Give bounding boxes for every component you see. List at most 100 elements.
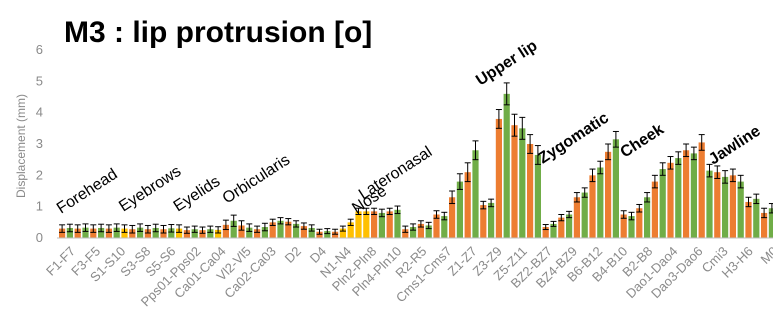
bar bbox=[706, 170, 713, 238]
bar bbox=[761, 212, 768, 238]
bar bbox=[230, 220, 237, 238]
bar bbox=[527, 144, 534, 238]
bar bbox=[261, 227, 268, 238]
bar bbox=[66, 227, 73, 238]
bar bbox=[254, 229, 261, 238]
bar bbox=[503, 93, 510, 238]
bar bbox=[449, 197, 456, 238]
bar bbox=[129, 229, 136, 238]
bar bbox=[472, 150, 479, 238]
bar bbox=[183, 230, 190, 238]
bar bbox=[300, 226, 307, 238]
bar bbox=[371, 211, 378, 238]
bar bbox=[277, 220, 284, 238]
y-tick-label: 4 bbox=[36, 105, 43, 120]
bar bbox=[464, 172, 471, 238]
bar bbox=[534, 154, 541, 238]
bar bbox=[246, 227, 253, 238]
bar bbox=[768, 208, 773, 238]
bar bbox=[612, 139, 619, 238]
bar bbox=[737, 181, 744, 238]
region-label: Cheek bbox=[618, 121, 668, 161]
bar bbox=[753, 198, 760, 238]
bar bbox=[168, 228, 175, 238]
bar bbox=[105, 228, 112, 238]
bar bbox=[82, 227, 89, 238]
region-label: Upper lip bbox=[473, 37, 541, 89]
bar bbox=[519, 128, 526, 238]
y-tick-label: 0 bbox=[36, 230, 43, 245]
bar bbox=[324, 231, 331, 238]
bar bbox=[74, 228, 81, 238]
bar bbox=[573, 197, 580, 238]
chart-title: M3 : lip protrusion [o] bbox=[64, 16, 372, 49]
region-label: Orbicularis bbox=[220, 151, 293, 207]
bar bbox=[386, 211, 393, 238]
x-tick-label: M0 bbox=[758, 244, 773, 267]
bar bbox=[59, 228, 66, 238]
bar bbox=[698, 142, 705, 238]
bar bbox=[417, 223, 424, 238]
bar bbox=[410, 227, 417, 238]
bar bbox=[160, 229, 167, 238]
bar bbox=[722, 176, 729, 238]
y-tick-label: 3 bbox=[36, 136, 43, 151]
bar bbox=[667, 162, 674, 238]
bar bbox=[176, 228, 183, 238]
bar bbox=[480, 205, 487, 238]
bar bbox=[199, 230, 206, 238]
bar bbox=[90, 228, 97, 238]
bar bbox=[285, 221, 292, 238]
bar bbox=[332, 231, 339, 238]
x-ticks: F1-F7F3-F5S1-S10S3-S8S5-S6Pps01-Pps02Ca0… bbox=[43, 244, 773, 310]
y-tick-label: 6 bbox=[36, 42, 43, 57]
bar bbox=[137, 227, 144, 238]
bar bbox=[581, 192, 588, 238]
bar bbox=[441, 216, 448, 238]
bar bbox=[729, 175, 736, 238]
bar bbox=[152, 227, 159, 238]
y-tick-label: 5 bbox=[36, 73, 43, 88]
y-tick-label: 1 bbox=[36, 199, 43, 214]
bar bbox=[339, 228, 346, 238]
region-label: Forehead bbox=[54, 166, 121, 218]
bar bbox=[675, 158, 682, 238]
y-ticks: 0 1 2 3 4 5 6 bbox=[36, 42, 43, 245]
bar bbox=[215, 229, 222, 238]
bar bbox=[636, 208, 643, 238]
bar bbox=[644, 197, 651, 238]
bar bbox=[542, 227, 549, 238]
bars bbox=[59, 82, 773, 238]
bar bbox=[363, 211, 370, 238]
region-label: Jawline bbox=[706, 123, 764, 169]
region-label: Zygomatic bbox=[536, 109, 612, 167]
bar bbox=[488, 202, 495, 238]
bar bbox=[293, 223, 300, 238]
bar bbox=[347, 222, 354, 238]
bar bbox=[550, 223, 557, 238]
bar bbox=[690, 153, 697, 238]
bar bbox=[745, 201, 752, 238]
bar bbox=[207, 229, 214, 238]
y-axis-label: Displacement (mm) bbox=[14, 94, 28, 198]
bar bbox=[651, 181, 658, 238]
bar bbox=[683, 150, 690, 238]
bar bbox=[238, 225, 245, 238]
bar bbox=[659, 169, 666, 238]
bar bbox=[394, 209, 401, 238]
bar bbox=[144, 229, 151, 238]
bar bbox=[456, 181, 463, 238]
y-tick-label: 2 bbox=[36, 167, 43, 182]
bar bbox=[558, 217, 565, 238]
bar bbox=[495, 118, 502, 238]
bar bbox=[113, 227, 120, 238]
bar bbox=[316, 231, 323, 238]
bar bbox=[121, 228, 128, 238]
bar bbox=[433, 214, 440, 238]
bar bbox=[402, 229, 409, 238]
bar bbox=[620, 214, 627, 238]
bar bbox=[511, 125, 518, 238]
region-label: Lateronasal bbox=[356, 144, 435, 204]
bar bbox=[589, 175, 596, 238]
